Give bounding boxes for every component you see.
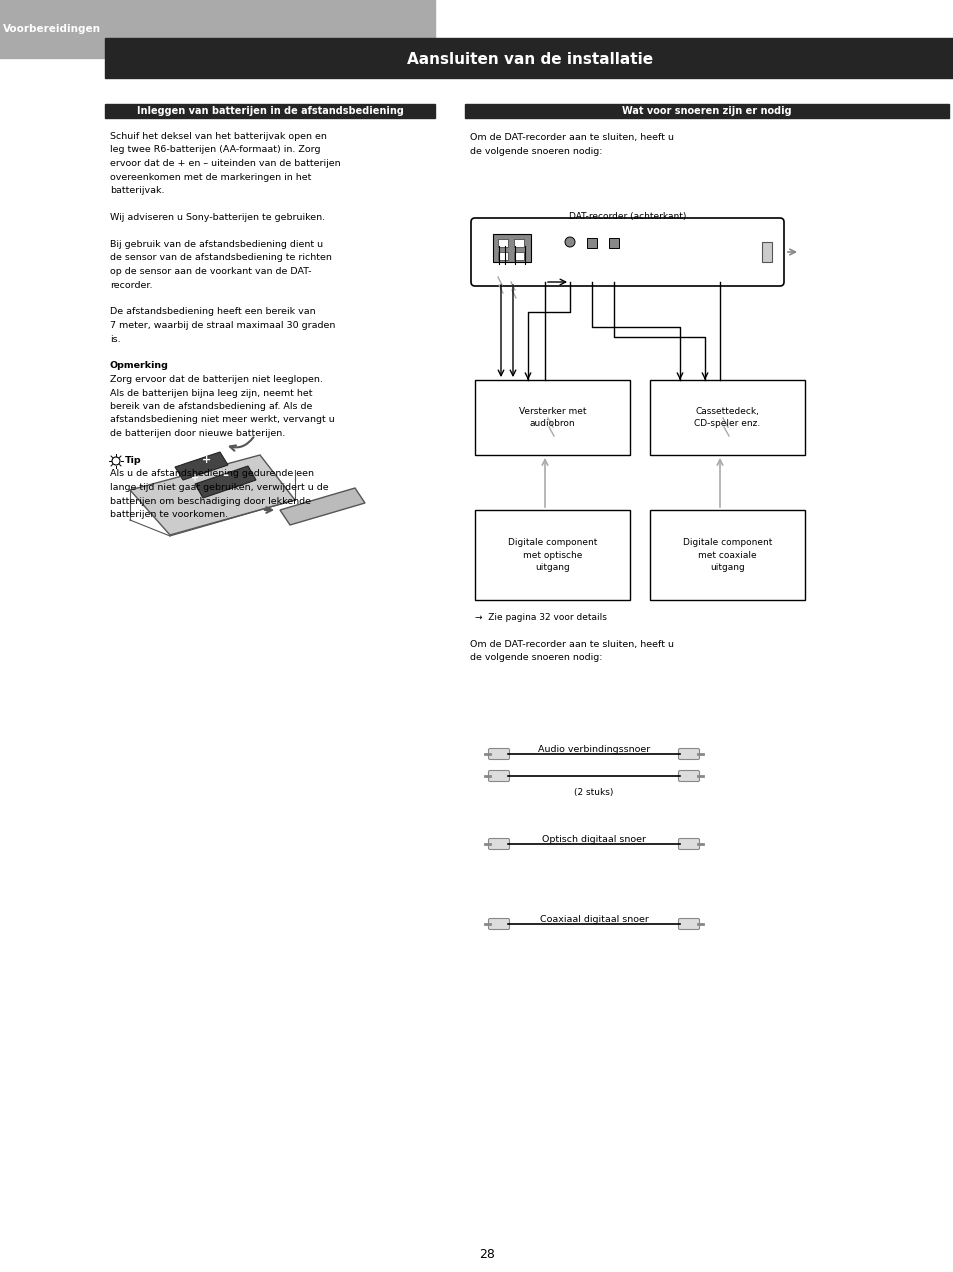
Bar	[105, 104, 435, 118]
FancyBboxPatch shape	[678, 771, 699, 781]
Text: overeenkomen met de markeringen in het: overeenkomen met de markeringen in het	[110, 173, 311, 182]
Text: Wat voor snoeren zijn er nodig: Wat voor snoeren zijn er nodig	[621, 106, 791, 116]
Bar	[514, 252, 523, 259]
Text: 7 meter, waarbij de straal maximaal 30 graden: 7 meter, waarbij de straal maximaal 30 g…	[110, 321, 335, 329]
Text: –: –	[175, 459, 181, 469]
Text: batterijen om beschadiging door lekkende: batterijen om beschadiging door lekkende	[110, 496, 311, 505]
Text: de sensor van de afstandsbediening te richten: de sensor van de afstandsbediening te ri…	[110, 253, 332, 262]
FancyBboxPatch shape	[471, 218, 783, 286]
Bar	[493, 234, 531, 262]
Bar	[105, 38, 953, 78]
Text: –: –	[222, 468, 228, 482]
FancyBboxPatch shape	[488, 918, 509, 930]
Text: Tip: Tip	[125, 455, 141, 466]
Text: +: +	[191, 473, 199, 483]
Bar	[649, 510, 804, 600]
Text: Om de DAT-recorder aan te sluiten, heeft u: Om de DAT-recorder aan te sluiten, heeft…	[470, 134, 673, 142]
FancyBboxPatch shape	[678, 918, 699, 930]
Text: Schuif het deksel van het batterijvak open en: Schuif het deksel van het batterijvak op…	[110, 132, 327, 141]
Text: op de sensor aan de voorkant van de DAT-: op de sensor aan de voorkant van de DAT-	[110, 267, 312, 276]
Text: DAT-recorder (achterkant): DAT-recorder (achterkant)	[568, 211, 685, 220]
FancyBboxPatch shape	[488, 748, 509, 759]
Text: de volgende snoeren nodig:: de volgende snoeren nodig:	[470, 653, 602, 661]
Bar	[649, 380, 804, 455]
Bar	[497, 239, 507, 247]
Text: batterijen te voorkomen.: batterijen te voorkomen.	[110, 510, 228, 519]
Text: leg twee R6-batterijen (AA-formaat) in. Zorg: leg twee R6-batterijen (AA-formaat) in. …	[110, 145, 320, 154]
Polygon shape	[174, 452, 228, 480]
Polygon shape	[280, 488, 365, 525]
Bar	[475, 510, 629, 600]
Text: Coaxiaal digitaal snoer: Coaxiaal digitaal snoer	[539, 915, 648, 923]
Text: Digitale component
met optische
uitgang: Digitale component met optische uitgang	[507, 538, 597, 572]
Text: Opmerking: Opmerking	[110, 361, 169, 370]
Text: Als de batterijen bijna leeg zijn, neemt het: Als de batterijen bijna leeg zijn, neemt…	[110, 388, 313, 397]
Text: de volgende snoeren nodig:: de volgende snoeren nodig:	[470, 146, 602, 155]
Text: bereik van de afstandsbediening af. Als de: bereik van de afstandsbediening af. Als …	[110, 402, 312, 411]
Text: Voorbereidingen: Voorbereidingen	[3, 24, 101, 34]
Text: +: +	[202, 455, 212, 466]
Text: Zorg ervoor dat de batterijen niet leeglopen.: Zorg ervoor dat de batterijen niet leegl…	[110, 375, 322, 384]
Bar	[608, 238, 618, 248]
Text: de batterijen door nieuwe batterijen.: de batterijen door nieuwe batterijen.	[110, 429, 285, 438]
Text: (2 stuks): (2 stuks)	[574, 787, 613, 798]
Bar	[464, 104, 948, 118]
Text: ervoor dat de + en – uiteinden van de batterijen: ervoor dat de + en – uiteinden van de ba…	[110, 159, 340, 168]
Bar	[497, 252, 507, 259]
Text: is.: is.	[110, 335, 120, 343]
Text: Om de DAT-recorder aan te sluiten, heeft u: Om de DAT-recorder aan te sluiten, heeft…	[470, 640, 673, 649]
Text: Bij gebruik van de afstandsbediening dient u: Bij gebruik van de afstandsbediening die…	[110, 240, 323, 249]
Bar	[514, 239, 523, 247]
FancyBboxPatch shape	[678, 838, 699, 850]
Text: De afstandsbediening heeft een bereik van: De afstandsbediening heeft een bereik va…	[110, 308, 315, 317]
Text: Audio verbindingssnoer: Audio verbindingssnoer	[537, 745, 649, 754]
Text: →  Zie pagina 32 voor details: → Zie pagina 32 voor details	[475, 613, 606, 622]
Bar	[761, 242, 771, 262]
Circle shape	[564, 237, 575, 247]
Text: recorder.: recorder.	[110, 281, 152, 290]
Text: Wij adviseren u Sony-batterijen te gebruiken.: Wij adviseren u Sony-batterijen te gebru…	[110, 212, 325, 223]
Bar	[586, 238, 597, 248]
Text: batterijvak.: batterijvak.	[110, 186, 164, 195]
Text: Als u de afstandsbediening gedurende een: Als u de afstandsbediening gedurende een	[110, 469, 314, 478]
FancyBboxPatch shape	[678, 748, 699, 759]
Text: 28: 28	[478, 1249, 495, 1262]
Text: Optisch digitaal snoer: Optisch digitaal snoer	[541, 834, 645, 845]
Text: Versterker met
audiobron: Versterker met audiobron	[518, 407, 586, 429]
FancyBboxPatch shape	[488, 771, 509, 781]
Text: Cassettedeck,
CD-speler enz.: Cassettedeck, CD-speler enz.	[694, 407, 760, 429]
Polygon shape	[130, 455, 294, 536]
Polygon shape	[194, 466, 255, 499]
FancyBboxPatch shape	[488, 838, 509, 850]
Text: lange tijd niet gaat gebruiken, verwijdert u de: lange tijd niet gaat gebruiken, verwijde…	[110, 483, 328, 492]
Bar	[475, 380, 629, 455]
Text: Digitale component
met coaxiale
uitgang: Digitale component met coaxiale uitgang	[682, 538, 771, 572]
Text: afstandsbediening niet meer werkt, vervangt u: afstandsbediening niet meer werkt, verva…	[110, 416, 335, 425]
Text: Aansluiten van de installatie: Aansluiten van de installatie	[407, 51, 653, 66]
Bar	[0, 0, 435, 59]
Text: Inleggen van batterijen in de afstandsbediening: Inleggen van batterijen in de afstandsbe…	[136, 106, 403, 116]
